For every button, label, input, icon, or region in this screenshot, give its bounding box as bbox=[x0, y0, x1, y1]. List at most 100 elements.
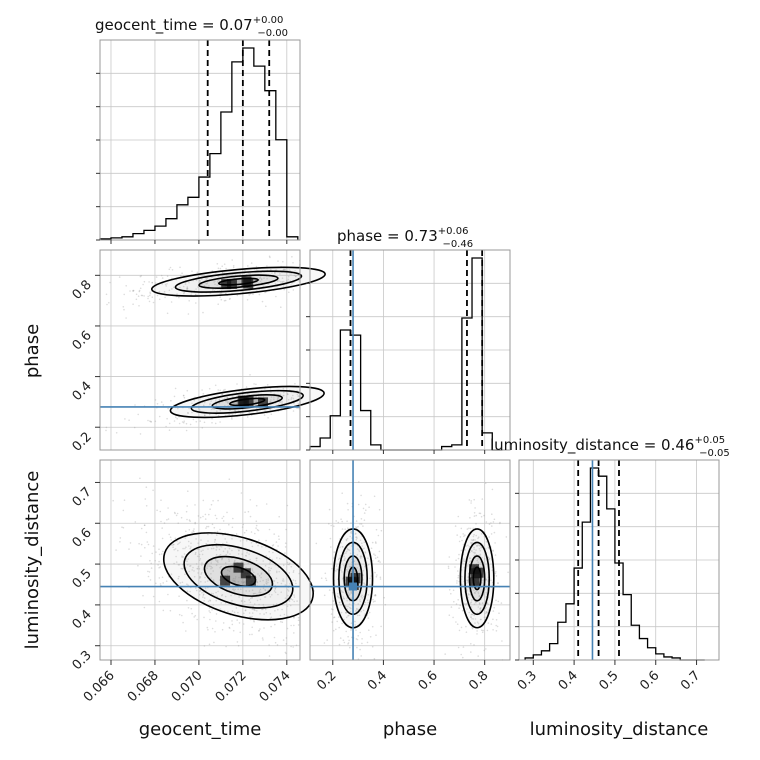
sample-point bbox=[242, 291, 244, 294]
sample-point bbox=[277, 593, 279, 596]
sample-point bbox=[297, 395, 299, 397]
sample-point bbox=[450, 606, 453, 608]
sample-point bbox=[447, 567, 450, 569]
sample-point bbox=[333, 600, 335, 602]
sample-point bbox=[231, 549, 233, 552]
sample-point bbox=[497, 582, 499, 585]
sample-point bbox=[221, 628, 224, 631]
sample-point bbox=[330, 608, 333, 610]
sample-point bbox=[357, 603, 360, 605]
sample-point bbox=[249, 515, 252, 518]
sample-point bbox=[135, 293, 138, 296]
sample-point bbox=[235, 607, 238, 609]
sample-point bbox=[227, 404, 229, 407]
sample-point bbox=[142, 594, 144, 597]
sample-point bbox=[211, 567, 214, 569]
sample-point bbox=[340, 569, 342, 572]
sample-point bbox=[243, 584, 246, 586]
sample-point bbox=[292, 579, 295, 581]
sample-point bbox=[269, 596, 272, 598]
sample-point bbox=[237, 581, 240, 583]
sample-point bbox=[122, 306, 125, 308]
sample-point bbox=[170, 539, 172, 541]
sample-point bbox=[473, 498, 476, 501]
sample-point bbox=[287, 590, 290, 592]
x-tick-label: 0.068 bbox=[125, 668, 162, 705]
sample-point bbox=[185, 558, 188, 560]
sample-point bbox=[157, 564, 159, 566]
sample-point bbox=[238, 549, 240, 551]
sample-point bbox=[251, 633, 253, 636]
sample-point bbox=[185, 630, 187, 632]
sample-point bbox=[189, 565, 191, 567]
sample-point bbox=[174, 537, 177, 540]
sample-point bbox=[373, 495, 376, 498]
sample-point bbox=[209, 402, 211, 405]
sample-point bbox=[255, 407, 258, 410]
sample-point bbox=[212, 579, 215, 581]
sample-point bbox=[362, 609, 365, 612]
sample-point bbox=[343, 559, 346, 561]
sample-point bbox=[105, 429, 107, 432]
ylabel-luminosity-distance: luminosity_distance bbox=[22, 471, 43, 650]
sample-point bbox=[181, 556, 183, 559]
sample-point bbox=[357, 563, 360, 565]
sample-point bbox=[249, 272, 251, 275]
sample-point bbox=[256, 580, 258, 583]
sample-point bbox=[186, 590, 189, 592]
sample-point bbox=[288, 269, 291, 271]
sample-point bbox=[246, 299, 249, 301]
sample-point bbox=[206, 580, 209, 582]
sample-point bbox=[207, 533, 209, 536]
sample-point bbox=[200, 572, 203, 574]
sample-point bbox=[161, 576, 164, 579]
sample-point bbox=[360, 494, 362, 497]
sample-point bbox=[259, 628, 261, 630]
sample-point bbox=[491, 569, 494, 572]
sample-point bbox=[177, 522, 179, 524]
sample-point bbox=[267, 578, 270, 580]
sample-point bbox=[374, 594, 377, 596]
sample-point bbox=[297, 402, 300, 405]
sample-point bbox=[294, 270, 296, 272]
sample-point bbox=[185, 546, 187, 548]
sample-point bbox=[260, 576, 262, 579]
sample-point bbox=[275, 603, 278, 605]
sample-point bbox=[115, 432, 118, 434]
sample-point bbox=[148, 571, 151, 573]
sample-point bbox=[485, 648, 487, 650]
sample-point bbox=[268, 644, 270, 646]
sample-point bbox=[341, 528, 344, 530]
sample-point bbox=[357, 614, 359, 617]
sample-point bbox=[151, 296, 154, 299]
sample-point bbox=[208, 610, 210, 612]
sample-point bbox=[132, 289, 134, 292]
sample-point bbox=[251, 612, 254, 614]
sample-point bbox=[226, 396, 228, 399]
sample-point bbox=[350, 597, 352, 599]
sample-point bbox=[196, 567, 198, 570]
sample-point bbox=[205, 542, 207, 545]
sample-point bbox=[346, 599, 348, 602]
sample-point bbox=[254, 279, 257, 281]
sample-point bbox=[361, 542, 363, 544]
sample-point bbox=[224, 299, 227, 302]
sample-point bbox=[231, 623, 234, 626]
sample-point bbox=[238, 622, 241, 624]
sample-point bbox=[219, 286, 221, 288]
sample-point bbox=[364, 584, 367, 586]
sample-point bbox=[149, 579, 152, 581]
x-tick-label: 0.2 bbox=[314, 668, 339, 693]
sample-point bbox=[464, 534, 466, 536]
sample-point bbox=[495, 571, 497, 573]
sample-point bbox=[361, 594, 363, 597]
sample-point bbox=[358, 570, 360, 572]
sample-point bbox=[238, 576, 240, 579]
sample-point bbox=[176, 540, 178, 542]
sample-point bbox=[292, 289, 295, 291]
sample-point bbox=[348, 606, 351, 609]
sample-point bbox=[469, 560, 472, 562]
sample-point bbox=[455, 621, 457, 623]
sample-point bbox=[165, 285, 167, 287]
sample-point bbox=[295, 582, 297, 585]
